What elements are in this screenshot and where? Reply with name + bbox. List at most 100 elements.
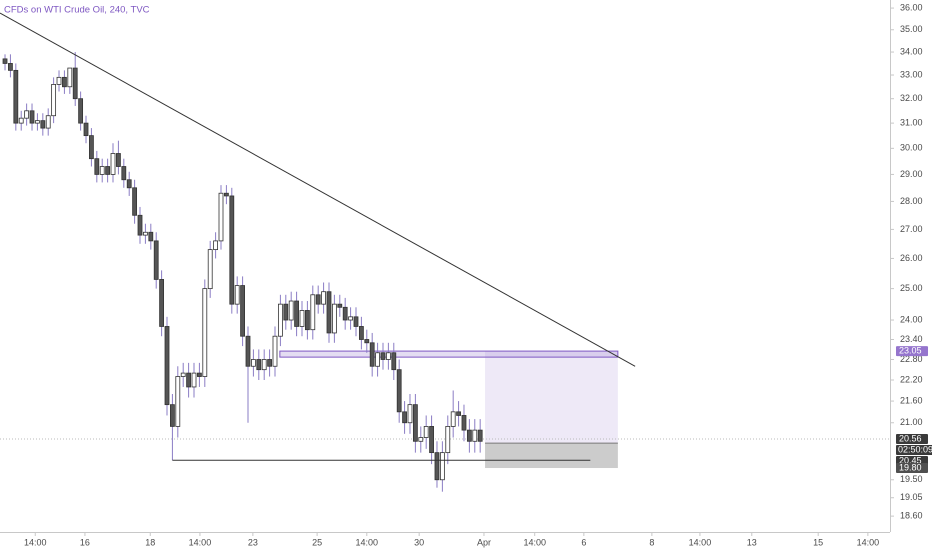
current-price-label: 20.56 [899,433,922,443]
candle-body [461,415,467,431]
candle-body [234,285,240,305]
y-tick-label: 30.00 [900,143,923,153]
x-tick-label: 14:00 [523,537,546,547]
candle-body [126,179,132,189]
candle-body [375,352,380,367]
candle-body [450,411,456,427]
candle-body [110,153,116,175]
candle-body [391,352,397,371]
candle-body [331,303,337,334]
candle-body [153,240,159,280]
y-tick-label: 27.00 [900,224,923,234]
trendline [0,12,636,367]
candle-body [8,63,13,71]
candle-body [321,291,326,305]
candle-body [180,372,186,377]
x-tick-label: 25 [312,537,322,547]
y-tick-label: 34.00 [900,46,923,56]
position-loss [485,443,618,469]
candle-body [197,372,202,377]
candle-body [288,300,294,321]
candle-body [89,135,94,160]
y-tick-label: 31.00 [900,117,923,127]
x-tick-label: 14:00 [857,537,880,547]
candle-body [418,437,424,442]
candle-body [213,240,219,251]
candle-body [256,359,262,371]
y-tick-label: 21.00 [900,417,923,427]
candle-body [202,288,208,377]
candle-body [337,303,343,308]
plot-area [0,12,890,492]
candle-body [56,76,62,85]
candle-body [67,67,73,88]
candle-body [439,452,445,481]
candle-body [105,166,111,175]
candle-body [175,376,181,427]
x-tick-label: 14:00 [189,537,212,547]
candle-body [240,285,245,337]
chart-title: CFDs on WTI Crude Oil, 240, TVC [4,5,150,16]
y-tick-label: 19.05 [900,492,923,502]
candle-body [148,231,154,242]
y-tick-label: 32.00 [900,93,923,103]
position-profit [485,351,618,444]
candle-body [267,359,272,367]
candle-body [456,411,461,416]
candle-body [380,352,386,360]
candle-body [94,158,100,175]
candle-body [348,316,353,321]
candle-body [207,249,213,290]
candle-body [434,452,440,481]
y-tick-label: 33.00 [900,69,923,79]
candle-body [445,426,451,454]
price-label-bg [896,463,928,474]
x-tick-label: 18 [145,537,155,547]
candle-body [132,187,138,216]
candle-body [218,192,224,242]
resistance-zone [279,350,619,358]
y-tick-label: 28.00 [900,196,923,206]
candle-body [272,335,278,367]
x-tick-label: 15 [813,537,823,547]
y-tick-label: 22.20 [900,374,923,384]
candle-body [35,120,40,124]
x-tick-label: 14:00 [24,537,47,547]
candle-body [229,195,235,305]
x-tick-label: 14:00 [356,537,379,547]
candle-body [250,359,256,367]
candle-body [62,76,67,88]
y-tick-label: 21.60 [900,395,923,405]
candle-body [29,110,35,124]
candle-body [283,303,289,321]
candle-body [116,153,121,167]
candle-body [40,120,46,129]
candle-body [315,294,321,305]
y-tick-label: 19.50 [900,474,923,484]
candle-body [423,426,429,438]
candle-body [164,326,170,406]
candle-body [369,342,375,367]
x-tick-label: 23 [248,537,258,547]
price-label: 23.05 [899,345,922,355]
current-price-label-bg [896,434,928,445]
countdown: 02:50:09 [898,444,932,454]
candle-body [429,426,434,454]
candle-body [385,352,391,360]
y-tick-label: 35.00 [900,24,923,34]
candle-body [477,429,483,442]
x-tick-label: 30 [414,537,424,547]
candle-body [170,404,175,427]
candle-body [51,84,57,117]
candle-body [72,67,78,100]
candle-body [2,58,8,64]
y-tick-label: 23.40 [900,334,923,344]
price-label: 20.45 [899,455,922,465]
candle-body [364,339,370,344]
candle-body [396,369,402,413]
x-tick-label: Apr [477,537,491,547]
candle-body [186,372,192,388]
candle-body [245,335,251,367]
